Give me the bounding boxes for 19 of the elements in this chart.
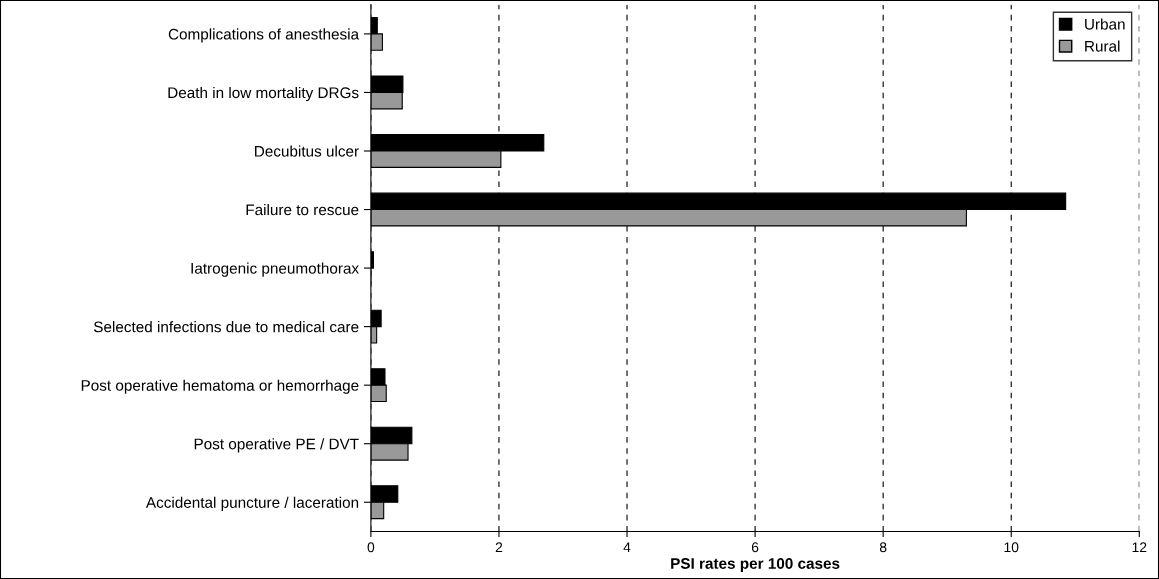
y-tick-label: Post operative hematoma or hemorrhage	[81, 379, 359, 394]
legend-label: Urban	[1085, 18, 1125, 30]
y-tick-label: Post operative PE / DVT	[194, 438, 359, 453]
x-tick-label: 2	[495, 542, 503, 552]
x-tick-label: 10	[1004, 542, 1019, 553]
y-tick-label: Complications of anesthesia	[168, 28, 360, 43]
x-tick-label: 12	[1132, 542, 1147, 552]
x-tick-label: 6	[751, 542, 759, 553]
x-tick-label: 8	[879, 542, 887, 553]
y-tick-label: Decubitus ulcer	[255, 145, 359, 157]
y-tick-label: Death in low mortality DRGs	[168, 86, 359, 102]
legend-label: Rural	[1085, 40, 1120, 52]
x-tick-label: 4	[623, 542, 631, 552]
y-tick-label: Iatrogenic pneumothorax	[191, 262, 359, 277]
y-tick-label: Failure to rescue	[246, 204, 359, 216]
y-tick-label: Selected infections due to medical care	[93, 321, 359, 333]
x-axis-title: PSI rates per 100 cases	[671, 558, 840, 572]
x-tick-label: 0	[367, 542, 375, 553]
y-tick-label: Accidental puncture / laceration	[145, 496, 359, 511]
